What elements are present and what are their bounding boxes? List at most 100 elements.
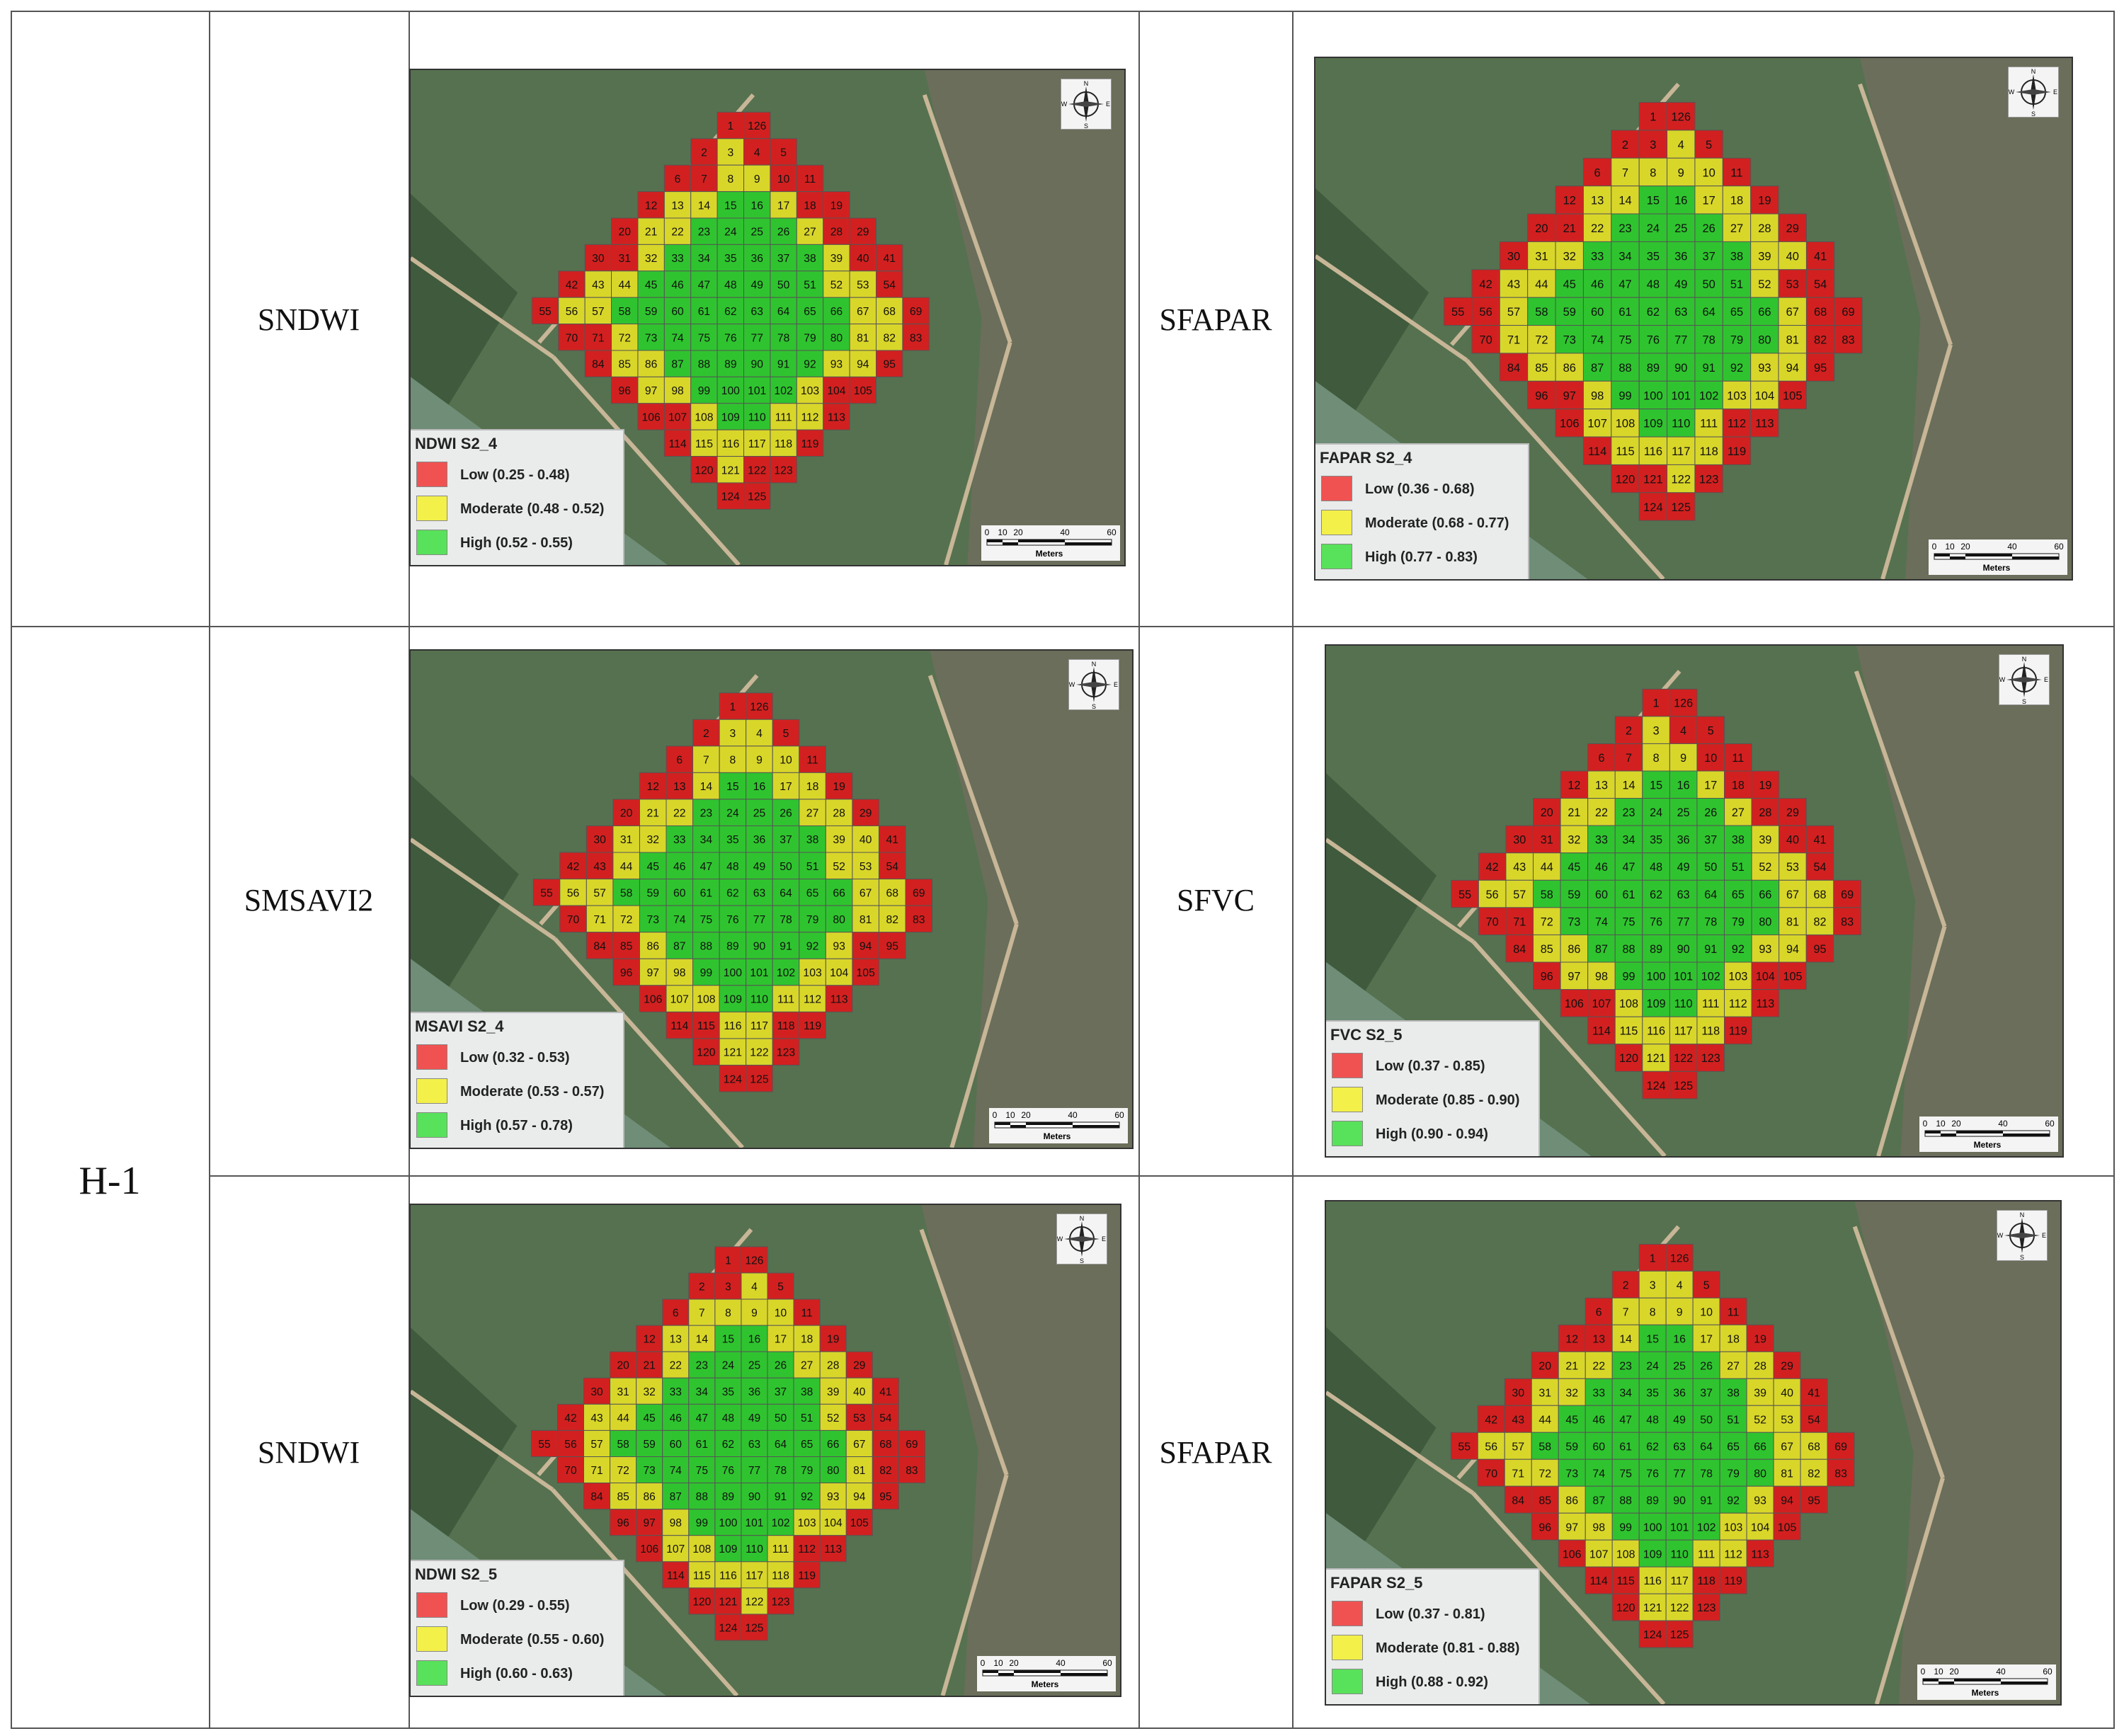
plot-tile <box>1642 1070 1670 1100</box>
plot-number: 115 <box>695 438 713 450</box>
map-panel: 1 126 2 3 4 5 6 7 8 9 10 11 12 13 14 15 16 17 18 19 20 21 22 23… <box>1325 1200 2062 1706</box>
plot-number: 81 <box>1781 1468 1793 1480</box>
index-label: SFVC <box>1176 883 1255 918</box>
plot-number: 31 <box>619 253 631 265</box>
plot-number: 124 <box>1643 501 1663 514</box>
plot-tile <box>1750 297 1779 326</box>
plot-number: 64 <box>1702 305 1715 319</box>
plot-tile <box>825 825 853 853</box>
plot-tile <box>1527 353 1556 382</box>
table-border <box>11 11 2115 12</box>
plot-tile <box>743 111 771 139</box>
plot-number: 47 <box>698 279 710 291</box>
svg-text:W: W <box>1069 681 1075 688</box>
plot-tile <box>1478 907 1507 935</box>
plot-number: 121 <box>1647 1052 1666 1065</box>
plot-tile <box>1719 1432 1747 1460</box>
plot-number: 22 <box>670 1360 682 1372</box>
plot-tile <box>1667 157 1696 187</box>
plot-tile <box>586 879 614 906</box>
plot-tile <box>793 1483 821 1510</box>
plot-number: 11 <box>806 755 818 767</box>
plot-tile <box>662 1561 690 1589</box>
north-arrow-icon: N S E W <box>1999 654 2050 705</box>
plot-tile <box>1667 297 1696 326</box>
plot-tile <box>1805 934 1834 963</box>
scale-tick-label: 20 <box>1021 1110 1031 1120</box>
plot-number: 114 <box>1589 1575 1608 1587</box>
plot-number: 109 <box>724 994 743 1006</box>
plot-number: 43 <box>592 279 605 291</box>
scale-tick-label: 0 <box>1923 1119 1928 1129</box>
plot-tile <box>845 1351 873 1378</box>
plot-number: 79 <box>1727 1468 1740 1480</box>
plot-number: 57 <box>1513 889 1526 901</box>
plot-number: 1 <box>1650 110 1656 124</box>
plot-tile <box>719 1064 747 1092</box>
plot-tile <box>662 1456 690 1484</box>
plot-tile <box>636 1483 663 1510</box>
plot-number: 46 <box>671 279 684 291</box>
plot-tile <box>1669 989 1698 1017</box>
plot-number: 91 <box>1702 361 1715 375</box>
plot-tile <box>1750 325 1779 354</box>
plot-tile <box>690 164 718 193</box>
plot-tile <box>1751 770 1780 799</box>
plot-tile <box>746 905 773 933</box>
plot-tile <box>796 164 824 193</box>
plot-number: 120 <box>1619 1052 1638 1065</box>
plot-number: 38 <box>801 1386 813 1398</box>
plot-number: 75 <box>696 1465 708 1477</box>
plot-number: 72 <box>1538 1468 1551 1480</box>
plot-tile <box>1667 492 1696 521</box>
scale-tick-label: 60 <box>2054 542 2064 552</box>
plot-number: 78 <box>1700 1468 1713 1480</box>
plot-number: 120 <box>1616 472 1635 486</box>
plot-number: 16 <box>751 200 764 212</box>
plot-number: 55 <box>539 306 552 318</box>
plot-number: 122 <box>1670 1602 1689 1614</box>
plot-tile <box>1669 907 1698 935</box>
plot-tile <box>772 1011 800 1039</box>
index-label: SNDWI <box>257 302 360 337</box>
plot-number: 103 <box>798 1517 816 1529</box>
plot-number: 78 <box>1702 333 1715 347</box>
dirt-road <box>1315 254 1468 362</box>
plot-number: 124 <box>1643 1629 1662 1641</box>
svg-text:E: E <box>1114 681 1118 688</box>
svg-text:S: S <box>2031 110 2036 117</box>
legend-swatch <box>1332 1053 1363 1078</box>
dirt-road <box>1471 940 1667 1156</box>
plot-number: 63 <box>1677 889 1690 901</box>
plot-number: 8 <box>725 1308 731 1320</box>
plot-tile <box>1722 353 1752 382</box>
plot-tile <box>531 297 559 325</box>
plot-number: 69 <box>1834 1441 1847 1453</box>
dirt-road <box>1876 925 1947 1156</box>
plot-number: 2 <box>701 147 707 159</box>
plot-tile <box>714 1403 742 1431</box>
plot-number: 30 <box>1512 1387 1524 1399</box>
plot-number: 90 <box>1677 943 1690 956</box>
plot-tile <box>1667 241 1696 270</box>
plot-tile <box>1587 989 1616 1017</box>
plot-tile <box>714 1246 742 1274</box>
plot-tile <box>1477 1405 1505 1433</box>
plot-tile <box>1827 1432 1855 1460</box>
plot-number: 6 <box>676 755 683 767</box>
plot-tile <box>639 985 667 1012</box>
plot-number: 14 <box>698 200 711 212</box>
plot-number: 58 <box>619 306 632 318</box>
plot-tile <box>1642 716 1670 744</box>
plot-tile <box>1778 879 1807 908</box>
plot-tile <box>741 1509 768 1536</box>
plot-number: 64 <box>777 306 790 318</box>
plot-number: 77 <box>748 1465 760 1477</box>
plot-number: 9 <box>754 173 760 185</box>
plot-number: 91 <box>777 359 789 371</box>
plot-tile <box>1805 852 1834 881</box>
plot-tile <box>637 244 665 272</box>
plot-number: 95 <box>1814 361 1827 375</box>
plot-number: 61 <box>1623 889 1635 901</box>
